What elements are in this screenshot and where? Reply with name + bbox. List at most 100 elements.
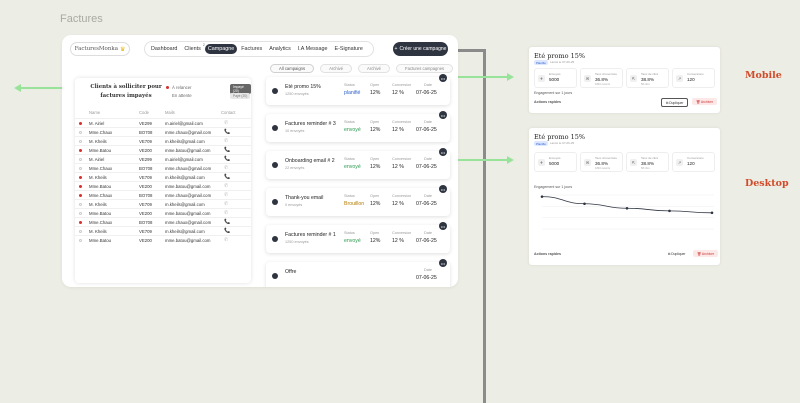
status-dot-icon bbox=[79, 184, 82, 188]
mobile-duplicate-button[interactable]: ⧉ Dupliquer bbox=[661, 98, 689, 107]
stat-label: Taux d'ouverture bbox=[595, 72, 618, 76]
table-row[interactable]: M. Airiel VE299 m.airiel@gmail.com ✆ bbox=[75, 118, 251, 127]
status-dot-icon bbox=[79, 139, 82, 143]
nav-analytics[interactable]: Analytics bbox=[269, 46, 291, 52]
desktop-duplicate-button[interactable]: ⧉ Dupliquer bbox=[664, 250, 689, 257]
phone-icon[interactable]: ✆ bbox=[224, 183, 229, 189]
filter-all[interactable]: All campaigns bbox=[270, 64, 315, 73]
stat-card: ↗ Conversions 120 bbox=[672, 68, 715, 88]
phone-icon[interactable]: ✆ bbox=[224, 201, 229, 207]
client-mail: mme.batou@gmail.com bbox=[165, 148, 211, 153]
logo[interactable]: FacturesMonka ♛ bbox=[70, 42, 130, 56]
status-label: Status bbox=[344, 194, 355, 198]
filter-archived-1[interactable]: Archivé bbox=[320, 64, 353, 73]
phone-icon[interactable]: 📞 bbox=[224, 228, 231, 234]
red-dot-icon bbox=[166, 86, 169, 90]
stat-value: 5000 bbox=[549, 77, 560, 82]
phone-icon[interactable]: 📞 bbox=[224, 219, 231, 225]
desktop-launch-date: Lancé le 07-06-25 bbox=[550, 141, 575, 145]
nav-campagne[interactable]: Campagne bbox=[204, 44, 238, 54]
client-name: Mme.Chaux bbox=[89, 193, 113, 198]
campaign-date: 07-06-25 bbox=[416, 238, 437, 244]
status-dot-icon bbox=[79, 238, 82, 242]
table-row[interactable]: Mme.Chaux BO708 mme.chaux@gmail.com 📞 bbox=[75, 217, 251, 226]
phone-icon[interactable]: 📞 bbox=[224, 129, 231, 135]
nav-clients[interactable]: Clients 2 bbox=[181, 43, 204, 54]
table-row[interactable]: Mme.Chaux BO708 mme.chaux@gmail.com 📞 bbox=[75, 127, 251, 136]
table-row[interactable]: M. Kheils VE709 m.kheils@gmail.com ✆ bbox=[75, 199, 251, 208]
desktop-archive-button[interactable]: 🗑 Archiver bbox=[693, 250, 719, 257]
paid-badge[interactable]: Payé (20) bbox=[230, 93, 251, 99]
phone-icon[interactable]: ✆ bbox=[224, 192, 229, 198]
nav-ia-message[interactable]: I.A Message bbox=[297, 46, 328, 52]
stat-label: Envoyés bbox=[549, 72, 561, 76]
status-dot-icon bbox=[79, 220, 82, 224]
filter-invoice-campaigns[interactable]: Factures campagnes bbox=[396, 64, 454, 73]
more-icon[interactable]: ••• bbox=[439, 185, 447, 193]
campaign-card[interactable]: ••• Factures reminder # 3 10 envoyés Status… bbox=[266, 111, 450, 142]
client-code: VE299 bbox=[139, 157, 152, 162]
client-mail: m.kheils@gmail.com bbox=[165, 229, 205, 234]
unpaid-badge[interactable]: Impayé (20) bbox=[230, 84, 251, 94]
status-dot-icon bbox=[79, 211, 82, 215]
client-name: Mme.Chaux bbox=[89, 130, 113, 135]
phone-icon[interactable]: 📞 bbox=[224, 147, 231, 153]
campaign-sent-count: 0 envoyés bbox=[285, 203, 303, 207]
table-row[interactable]: Mme.Chaux BO708 mme.chaux@gmail.com ✆ bbox=[75, 190, 251, 199]
more-icon[interactable]: ••• bbox=[439, 222, 447, 230]
table-row[interactable]: M. Airiel VE299 m.airiel@gmail.com 📞 bbox=[75, 154, 251, 163]
phone-icon[interactable]: ✆ bbox=[224, 120, 229, 126]
table-row[interactable]: M. Kheils VE709 m.kheils@gmail.com 📞 bbox=[75, 226, 251, 235]
phone-icon[interactable]: ✆ bbox=[224, 210, 229, 216]
status-dot-icon bbox=[79, 121, 82, 125]
stat-value: 38.8% bbox=[641, 77, 655, 82]
campaign-date: 07-06-25 bbox=[416, 127, 437, 133]
phone-icon[interactable]: 📞 bbox=[224, 174, 231, 180]
campaign-sent-count: 10 envoyés bbox=[285, 129, 305, 133]
phone-icon[interactable]: 📞 bbox=[224, 156, 231, 162]
more-icon[interactable]: ••• bbox=[439, 111, 447, 119]
client-code: VE709 bbox=[139, 139, 152, 144]
mobile-launch-date: Lancé le 07-06-25 bbox=[550, 60, 575, 64]
campaign-status: Brouillon bbox=[344, 201, 365, 207]
campaign-date: 07-06-25 bbox=[416, 275, 437, 281]
phone-icon[interactable]: ✆ bbox=[224, 138, 229, 144]
copy-icon: ⧉ bbox=[666, 100, 670, 105]
open-label: Open bbox=[370, 231, 380, 235]
table-row[interactable]: M. Kheils VE709 m.kheils@gmail.com 📞 bbox=[75, 172, 251, 181]
nav-factures[interactable]: Factures bbox=[241, 46, 263, 52]
campaign-card[interactable]: ••• Eté promo 15% 1250 envoyés Status Open Co… bbox=[266, 74, 450, 105]
arrow-desktop-head bbox=[507, 156, 514, 164]
trash-icon: 🗑 bbox=[696, 99, 701, 104]
conversion-label: Conversion bbox=[392, 231, 412, 235]
status-label: Status bbox=[344, 231, 355, 235]
phone-icon[interactable]: ✆ bbox=[224, 237, 229, 243]
table-row[interactable]: Mme.Batou VE200 mme.batou@gmail.com ✆ bbox=[75, 235, 251, 244]
table-row[interactable]: Mme.Batou VE200 mme.batou@gmail.com ✆ bbox=[75, 208, 251, 217]
status-dot-icon bbox=[79, 229, 82, 233]
create-campaign-button[interactable]: + Créer une campagne bbox=[393, 42, 448, 56]
mobile-actions-label: Actions rapides bbox=[534, 100, 561, 104]
nav-dashboard[interactable]: Dashboard bbox=[151, 46, 178, 52]
topbar: FacturesMonka ♛ Dashboard Clients 2 Campa… bbox=[62, 35, 458, 63]
table-row[interactable]: M. Kheils VE709 m.kheils@gmail.com ✆ bbox=[75, 136, 251, 145]
stat-value: 120 bbox=[687, 161, 695, 166]
nav-e-signature[interactable]: E-Signature bbox=[334, 46, 363, 52]
engagement-point bbox=[710, 211, 714, 215]
more-icon[interactable]: ••• bbox=[439, 74, 447, 82]
table-row[interactable]: Mme.Chaux BO708 mme.chaux@gmail.com ✆ bbox=[75, 163, 251, 172]
filter-archived-2[interactable]: Archivé bbox=[358, 64, 391, 73]
campaign-card[interactable]: ••• Offre Date 07-06-25 bbox=[266, 259, 450, 287]
table-row[interactable]: Mme.Batou VE200 mme.batou@gmail.com 📞 bbox=[75, 145, 251, 154]
campaign-filters: All campaigns Archivé Archivé Factures c… bbox=[270, 64, 454, 73]
mobile-archive-button[interactable]: 🗑 Archiver bbox=[692, 98, 718, 105]
campaign-card[interactable]: ••• Onboarding email # 2 22 envoyés Status O… bbox=[266, 148, 450, 179]
campaign-card[interactable]: ••• Thank-you email 0 envoyés Status Open Con… bbox=[266, 185, 450, 216]
table-row[interactable]: Mme.Batou VE200 mme.batou@gmail.com ✆ bbox=[75, 181, 251, 190]
canvas-title: Factures bbox=[60, 13, 103, 25]
campaign-card[interactable]: ••• Factures reminder # 1 1250 envoyés Stat… bbox=[266, 222, 450, 253]
more-icon[interactable]: ••• bbox=[439, 148, 447, 156]
client-code: VE200 bbox=[139, 211, 152, 216]
phone-icon[interactable]: ✆ bbox=[224, 165, 229, 171]
more-icon[interactable]: ••• bbox=[439, 259, 447, 267]
